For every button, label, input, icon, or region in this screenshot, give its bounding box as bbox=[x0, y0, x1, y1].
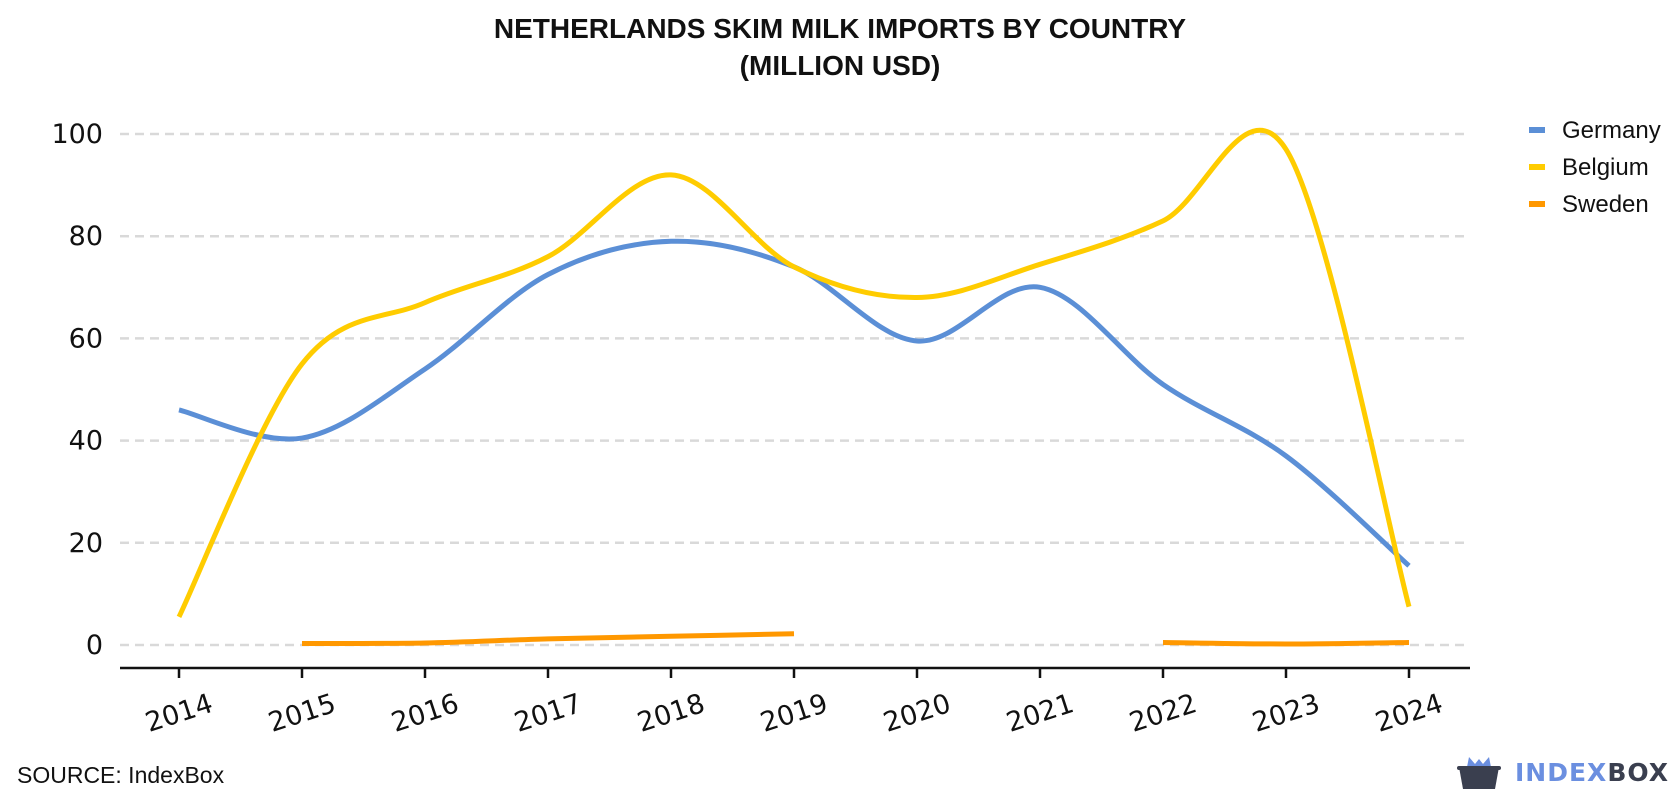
x-tick-label: 2016 bbox=[388, 688, 463, 739]
y-tick-label: 80 bbox=[69, 221, 103, 252]
x-tick-label: 2023 bbox=[1249, 688, 1324, 739]
chart-title-line-1: NETHERLANDS SKIM MILK IMPORTS BY COUNTRY bbox=[493, 13, 1187, 44]
legend: Germany Belgium Sweden bbox=[1529, 117, 1661, 218]
chart-title: NETHERLANDS SKIM MILK IMPORTS BY COUNTRY… bbox=[0, 10, 1680, 84]
x-tick-label: 2014 bbox=[142, 688, 217, 739]
legend-item-sweden: Sweden bbox=[1529, 191, 1649, 218]
legend-item-germany: Germany bbox=[1529, 117, 1661, 144]
series-lines bbox=[176, 127, 1412, 647]
series-line-germany bbox=[178, 238, 1411, 568]
x-tick-label: 2018 bbox=[634, 688, 709, 739]
chart-title-line-2: (MILLION USD) bbox=[739, 50, 941, 81]
y-tick-label: 20 bbox=[69, 528, 103, 559]
x-tick-label: 2015 bbox=[265, 688, 340, 739]
x-tick-label: 2020 bbox=[880, 688, 955, 739]
brand-wordmark-part2: BOX bbox=[1607, 757, 1670, 787]
series-line-sweden bbox=[1162, 639, 1410, 647]
legend-label-germany: Germany bbox=[1562, 117, 1661, 144]
y-tick-label: 100 bbox=[51, 119, 103, 150]
y-tick-label: 60 bbox=[69, 323, 103, 354]
series-line-sweden bbox=[301, 631, 795, 646]
brand-logo: INDEXBOX bbox=[1455, 752, 1669, 792]
indexbox-cat-logo-icon bbox=[1457, 757, 1501, 789]
x-tick-label: 2021 bbox=[1003, 688, 1078, 739]
legend-label-belgium: Belgium bbox=[1562, 154, 1649, 181]
y-tick-label: 40 bbox=[69, 426, 103, 457]
legend-item-belgium: Belgium bbox=[1529, 154, 1649, 181]
brand-wordmark-part1: INDEX bbox=[1515, 757, 1608, 787]
x-tick-label: 2024 bbox=[1372, 688, 1447, 739]
series-line-belgium bbox=[176, 127, 1412, 618]
y-tick-label: 0 bbox=[86, 630, 103, 661]
x-tick-label: 2019 bbox=[757, 688, 832, 739]
x-tick-label: 2017 bbox=[511, 688, 586, 739]
legend-label-sweden: Sweden bbox=[1562, 191, 1649, 218]
brand-wordmark: INDEXBOX bbox=[1515, 758, 1669, 787]
gridlines bbox=[120, 132, 1470, 647]
source-note: SOURCE: IndexBox bbox=[17, 762, 225, 788]
x-tick-label: 2022 bbox=[1126, 688, 1201, 739]
